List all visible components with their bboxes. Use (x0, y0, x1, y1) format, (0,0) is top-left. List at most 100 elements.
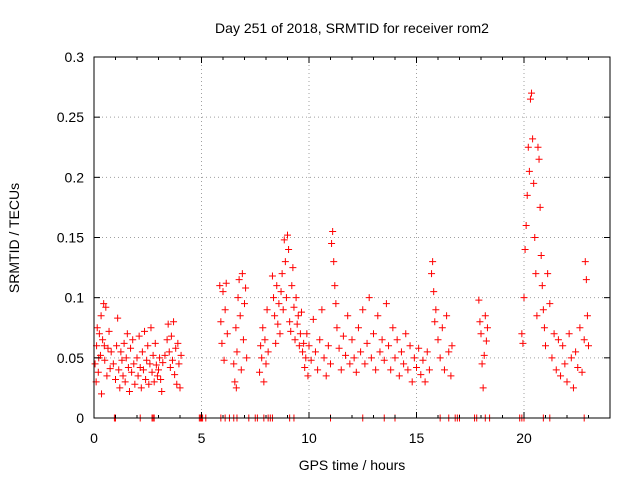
data-point (385, 342, 393, 350)
data-point (277, 288, 285, 296)
axes: 0 0.05 0.1 0.15 0.2 0.25 0.3 0 5 10 15 20 (57, 49, 610, 446)
data-point (434, 336, 442, 344)
data-point (539, 306, 547, 314)
data-point (128, 368, 136, 376)
data-point (230, 360, 238, 368)
data-point (569, 384, 577, 392)
data-point (288, 282, 296, 290)
data-point (482, 337, 490, 345)
data-point (397, 348, 405, 356)
data-point (276, 330, 284, 338)
data-point (260, 378, 268, 386)
data-point (380, 356, 388, 364)
data-point (348, 336, 356, 344)
data-point (233, 348, 241, 356)
data-point (131, 380, 139, 388)
data-point (174, 339, 182, 347)
data-point (299, 348, 307, 356)
data-point (354, 324, 362, 332)
data-point (257, 342, 265, 350)
data-point (105, 327, 113, 335)
data-point (309, 315, 317, 323)
data-point (137, 384, 145, 392)
data-point (222, 279, 230, 287)
data-point (158, 388, 166, 396)
data-point (376, 348, 384, 356)
data-point (391, 354, 399, 362)
data-point (333, 324, 341, 332)
data-point (344, 312, 352, 320)
data-point (231, 378, 239, 386)
data-point (101, 356, 109, 364)
data-point (172, 344, 180, 352)
data-point (161, 351, 169, 359)
data-point (218, 339, 226, 347)
data-point (284, 231, 291, 239)
data-point (241, 300, 248, 308)
data-point (402, 330, 410, 338)
y-tick-label: 0.05 (57, 350, 84, 366)
data-point (546, 300, 554, 308)
data-point (282, 294, 290, 302)
data-point (525, 167, 533, 175)
data-point (447, 372, 455, 380)
data-point (563, 378, 571, 386)
data-point (159, 359, 167, 367)
data-point (311, 348, 319, 356)
data-point (304, 372, 312, 380)
data-point (534, 143, 542, 151)
data-point (445, 348, 453, 356)
data-point (221, 306, 229, 314)
data-point (143, 356, 151, 364)
data-point (339, 332, 347, 340)
data-point (479, 384, 487, 392)
data-point (107, 348, 115, 356)
data-point (400, 360, 408, 368)
x-tick-label: 15 (409, 430, 425, 446)
data-point (413, 363, 420, 371)
data-point (421, 378, 429, 386)
data-point (287, 327, 295, 335)
data-point (130, 360, 138, 368)
data-point (302, 354, 310, 362)
data-point (352, 368, 360, 376)
data-point (268, 272, 276, 280)
data-point (166, 363, 174, 371)
data-point (280, 236, 288, 244)
data-point (552, 366, 560, 374)
data-point (223, 330, 231, 338)
data-point (121, 378, 129, 386)
data-point (278, 270, 286, 278)
data-point (567, 354, 575, 362)
data-point (529, 135, 537, 143)
data-point (289, 264, 297, 272)
data-point (148, 368, 156, 376)
data-point (316, 336, 324, 344)
data-point (382, 300, 390, 308)
data-point (173, 380, 181, 388)
data-point (271, 312, 279, 320)
data-point (370, 330, 377, 338)
data-point (127, 344, 135, 352)
data-point (134, 372, 142, 380)
data-point (100, 342, 108, 350)
data-point (578, 368, 586, 376)
data-point (261, 336, 269, 344)
data-point (357, 348, 365, 356)
data-point (106, 365, 114, 373)
data-point (342, 351, 350, 359)
data-point (542, 342, 549, 350)
data-point (477, 330, 485, 338)
data-point (440, 366, 448, 374)
data-point (432, 306, 440, 314)
chart-title: Day 251 of 2018, SRMTID for receiver rom… (215, 20, 489, 36)
data-point (285, 246, 293, 254)
data-point (580, 336, 588, 344)
y-tick-label: 0.2 (65, 169, 85, 185)
data-point (372, 366, 380, 374)
data-point (322, 372, 330, 380)
data-point (307, 356, 315, 364)
data-point (232, 324, 240, 332)
data-point (335, 344, 343, 352)
data-point (220, 356, 228, 364)
